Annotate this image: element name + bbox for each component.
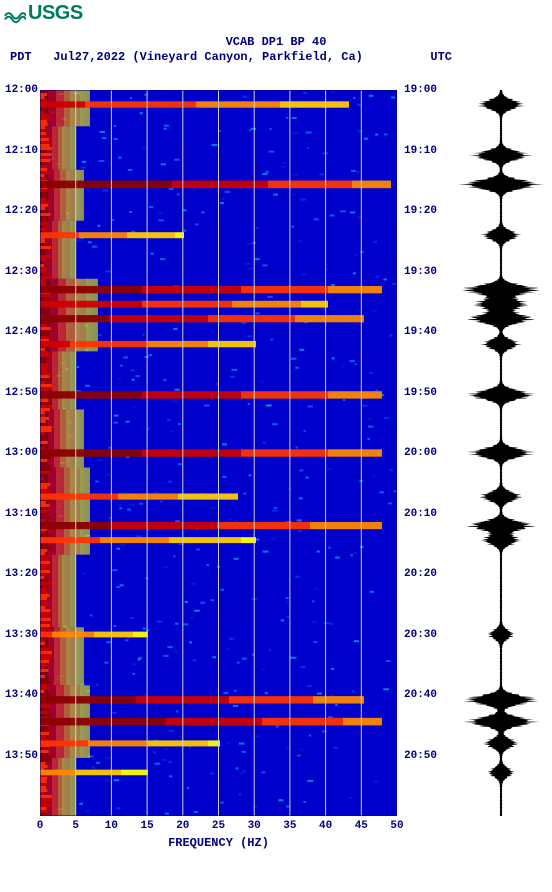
x-tick: 20 <box>173 820 193 832</box>
right-tick: 19:50 <box>404 387 452 399</box>
spectrogram-canvas <box>40 90 397 816</box>
x-tick: 45 <box>351 820 371 832</box>
seismogram-canvas <box>455 90 547 816</box>
left-tick: 12:50 <box>2 387 38 399</box>
x-tick: 10 <box>101 820 121 832</box>
x-tick: 25 <box>209 820 229 832</box>
x-tick: 30 <box>244 820 264 832</box>
logo-text: USGS <box>28 2 83 25</box>
left-tick: 12:20 <box>2 205 38 217</box>
right-tick: 19:30 <box>404 266 452 278</box>
x-tick: 40 <box>316 820 336 832</box>
plot-subtitle: PDT Jul27,2022 (Vineyard Canyon, Parkfie… <box>10 50 552 64</box>
frequency-axis: FREQUENCY (HZ) 05101520253035404550 <box>40 816 397 852</box>
x-tick: 35 <box>280 820 300 832</box>
left-tick: 13:20 <box>2 568 38 580</box>
left-tick: 13:40 <box>2 689 38 701</box>
x-tick: 5 <box>66 820 86 832</box>
left-tick: 12:00 <box>2 84 38 96</box>
left-tick: 13:50 <box>2 750 38 762</box>
left-time-axis: 12:0012:1012:2012:3012:4012:5013:0013:10… <box>0 90 40 816</box>
spectrogram-plot <box>40 90 397 816</box>
right-tick: 19:40 <box>404 326 452 338</box>
right-tick: 19:20 <box>404 205 452 217</box>
frequency-axis-label: FREQUENCY (HZ) <box>40 836 397 850</box>
right-tick: 20:10 <box>404 508 452 520</box>
right-tick: 20:30 <box>404 629 452 641</box>
right-time-axis: 19:0019:1019:2019:3019:4019:5020:0020:10… <box>400 90 452 816</box>
x-tick: 50 <box>387 820 407 832</box>
x-tick: 0 <box>30 820 50 832</box>
left-tick: 13:10 <box>2 508 38 520</box>
left-tick: 12:30 <box>2 266 38 278</box>
left-tick: 12:40 <box>2 326 38 338</box>
left-tick: 12:10 <box>2 145 38 157</box>
pdt-label: PDT <box>10 50 46 64</box>
x-tick: 15 <box>137 820 157 832</box>
usgs-logo: USGS <box>4 2 83 25</box>
left-tick: 13:30 <box>2 629 38 641</box>
right-tick: 20:50 <box>404 750 452 762</box>
left-tick: 13:00 <box>2 447 38 459</box>
plot-title: VCAB DP1 BP 40 <box>0 35 552 49</box>
utc-label: UTC <box>430 50 452 64</box>
right-tick: 20:00 <box>404 447 452 459</box>
right-tick: 20:20 <box>404 568 452 580</box>
seismogram-trace <box>455 90 547 816</box>
date-label: Jul27,2022 (Vineyard Canyon, Parkfield, … <box>53 50 363 64</box>
right-tick: 19:00 <box>404 84 452 96</box>
wave-icon <box>4 3 26 25</box>
right-tick: 19:10 <box>404 145 452 157</box>
right-tick: 20:40 <box>404 689 452 701</box>
